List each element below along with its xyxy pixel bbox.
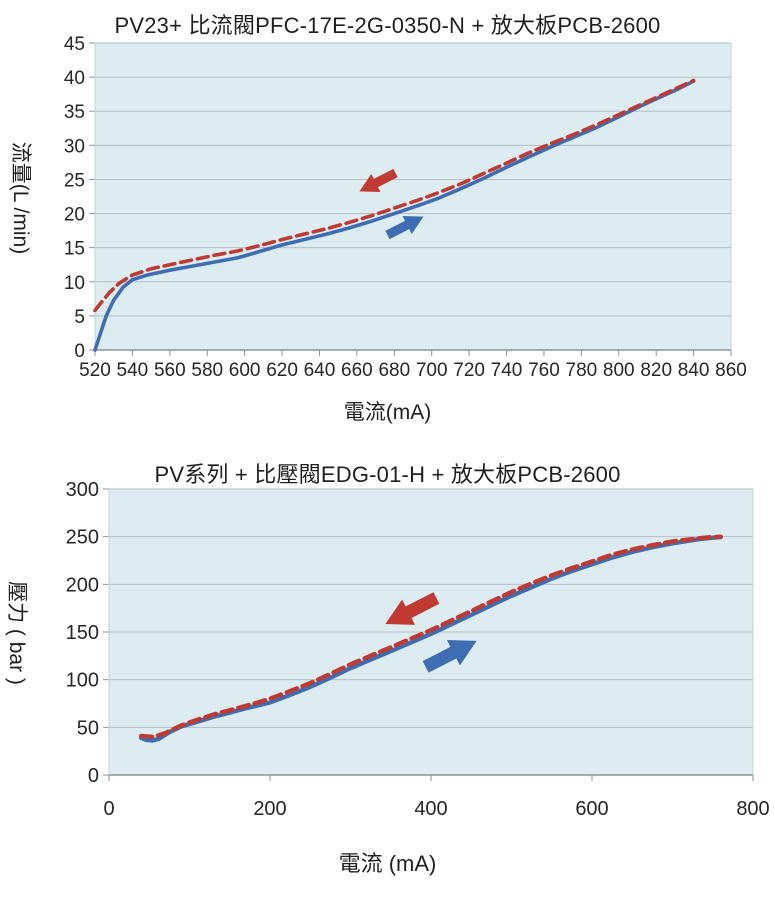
right-up-arrow xyxy=(385,215,424,240)
x-tick-label: 800 xyxy=(736,798,769,820)
chart-title: PV23+ 比流閥PFC-17E-2G-0350-N + 放大板PCB-2600 xyxy=(114,13,661,38)
x-tick-label: 540 xyxy=(117,360,149,381)
x-tick-label: 840 xyxy=(678,360,710,381)
x-tick-label: 0 xyxy=(103,798,114,820)
y-tick-label: 150 xyxy=(66,622,99,644)
x-tick-label: 600 xyxy=(229,360,261,381)
x-tick-label: 740 xyxy=(491,360,523,381)
chart-title: PV系列 + 比壓閥EDG-01-H + 放大板PCB-2600 xyxy=(154,462,621,487)
x-axis-title: 電流(mA) xyxy=(343,401,432,424)
y-tick-label: 50 xyxy=(77,717,99,739)
blue-solid-curve xyxy=(93,79,696,352)
y-tick-label: 35 xyxy=(64,102,85,123)
x-tick-label: 860 xyxy=(715,360,747,381)
x-tick-label: 800 xyxy=(603,360,635,381)
y-tick-label: 0 xyxy=(74,341,85,362)
x-tick-label: 700 xyxy=(416,360,448,381)
left-down-arrow xyxy=(359,168,398,193)
y-tick-label: 30 xyxy=(64,136,85,157)
y-tick-label: 10 xyxy=(64,273,85,294)
y-tick-label: 300 xyxy=(66,479,99,501)
y-tick-label: 20 xyxy=(64,205,85,226)
red-dashed-curve xyxy=(138,534,723,740)
x-tick-label: 680 xyxy=(378,360,410,381)
x-tick-label: 520 xyxy=(79,360,111,381)
pressure-vs-current-chart: PV系列 + 比壓閥EDG-01-H + 放大板PCB-2600 壓力 ( ba… xyxy=(0,440,775,910)
y-tick-label: 0 xyxy=(88,765,99,787)
x-axis-title: 電流 (mA) xyxy=(338,851,437,876)
x-tick-label: 560 xyxy=(154,360,186,381)
y-tick-label: 200 xyxy=(66,574,99,596)
x-tick-label: 580 xyxy=(191,360,223,381)
y-tick-label: 45 xyxy=(64,34,85,55)
plot-area: 0 50 100 150 200 250 300 0 200 400 600 800 xyxy=(66,479,770,820)
y-tick-label: 40 xyxy=(64,68,85,89)
left-down-arrow xyxy=(385,592,440,625)
flow-vs-current-chart: PV23+ 比流閥PFC-17E-2G-0350-N + 放大板PCB-2600… xyxy=(0,0,775,440)
right-up-arrow xyxy=(422,639,477,673)
y-tick-label: 250 xyxy=(66,527,99,549)
y-tick-label: 5 xyxy=(74,307,85,328)
x-tick-label: 600 xyxy=(575,798,608,820)
red-dashed-curve xyxy=(93,78,696,313)
plot-background xyxy=(95,43,731,350)
x-tick-label: 780 xyxy=(566,360,598,381)
y-tick-label: 100 xyxy=(66,670,99,692)
x-tick-label: 820 xyxy=(640,360,672,381)
x-tick-label: 660 xyxy=(341,360,373,381)
x-tick-label: 400 xyxy=(414,798,447,820)
x-tick-label: 720 xyxy=(453,360,485,381)
y-tick-label: 25 xyxy=(64,170,85,191)
x-tick-label: 760 xyxy=(528,360,560,381)
x-tick-label: 620 xyxy=(266,360,298,381)
x-tick-label: 200 xyxy=(253,798,286,820)
x-tick-label: 640 xyxy=(304,360,336,381)
y-tick-label: 15 xyxy=(64,239,85,260)
